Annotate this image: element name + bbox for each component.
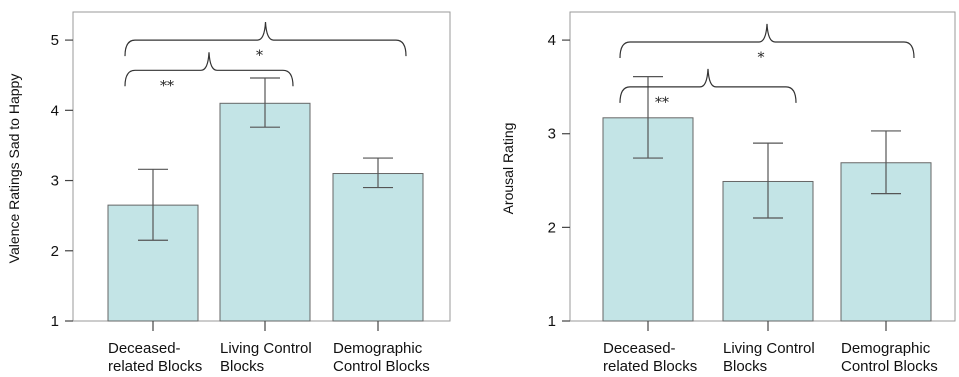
y-axis-title: Arousal Rating bbox=[500, 123, 516, 215]
x-tick-label-line: Blocks bbox=[220, 358, 264, 375]
x-tick-label-line: related Blocks bbox=[108, 358, 202, 375]
y-tick-label: 1 bbox=[548, 313, 556, 330]
significance-label: ** bbox=[655, 95, 669, 111]
significance-label: * bbox=[256, 48, 263, 64]
significance-label: * bbox=[758, 50, 765, 66]
x-tick-label-line: Demographic bbox=[841, 340, 931, 357]
y-tick-label: 2 bbox=[548, 219, 556, 236]
x-tick-label-line: Living Control bbox=[220, 340, 312, 357]
arousal-chart: 1 2 3 4 Arousal Rating Deceased-related Block… bbox=[500, 11, 956, 375]
bar bbox=[219, 102, 311, 322]
significance-label: ** bbox=[160, 78, 174, 94]
y-tick-label: 3 bbox=[548, 126, 556, 143]
x-tick-label: Deceased-related Blocks bbox=[603, 340, 697, 375]
x-tick-label-line: Control Blocks bbox=[841, 358, 938, 375]
x-tick-label: Living Control Blocks bbox=[220, 340, 312, 375]
x-tick-label-line: Blocks bbox=[723, 358, 767, 375]
valence-chart: 1 2 3 4 5 Valence Ratings Sad to Happy Decease… bbox=[6, 11, 451, 375]
y-tick-label: 2 bbox=[51, 243, 59, 260]
y-tick-label: 4 bbox=[548, 32, 556, 49]
y-tick-label: 3 bbox=[51, 173, 59, 190]
y-tick-label: 5 bbox=[51, 32, 59, 49]
x-tick-label-line: Demographic bbox=[333, 340, 423, 357]
x-tick-label-line: Control Blocks bbox=[333, 358, 430, 375]
x-tick-label: Demographic Control Blocks bbox=[333, 340, 430, 375]
x-tick-label-line: Living Control bbox=[723, 340, 815, 357]
x-tick-label-line: Deceased- bbox=[603, 340, 676, 357]
y-axis-title: Valence Ratings Sad to Happy bbox=[6, 74, 22, 264]
x-tick-label-line: related Blocks bbox=[603, 358, 697, 375]
x-tick-label: Demographic Control Blocks bbox=[841, 340, 938, 375]
x-tick-label: Deceased-related Blocks bbox=[108, 340, 202, 375]
significance-bracket bbox=[619, 68, 797, 103]
x-tick-label: Living Control Blocks bbox=[723, 340, 815, 375]
significance-bracket bbox=[124, 22, 407, 57]
bar bbox=[332, 173, 424, 322]
y-tick-label: 4 bbox=[51, 102, 59, 119]
significance-bracket bbox=[619, 23, 915, 58]
y-tick-label: 1 bbox=[51, 313, 59, 330]
x-tick-label-line: Deceased- bbox=[108, 340, 181, 357]
significance-bracket bbox=[124, 52, 294, 87]
